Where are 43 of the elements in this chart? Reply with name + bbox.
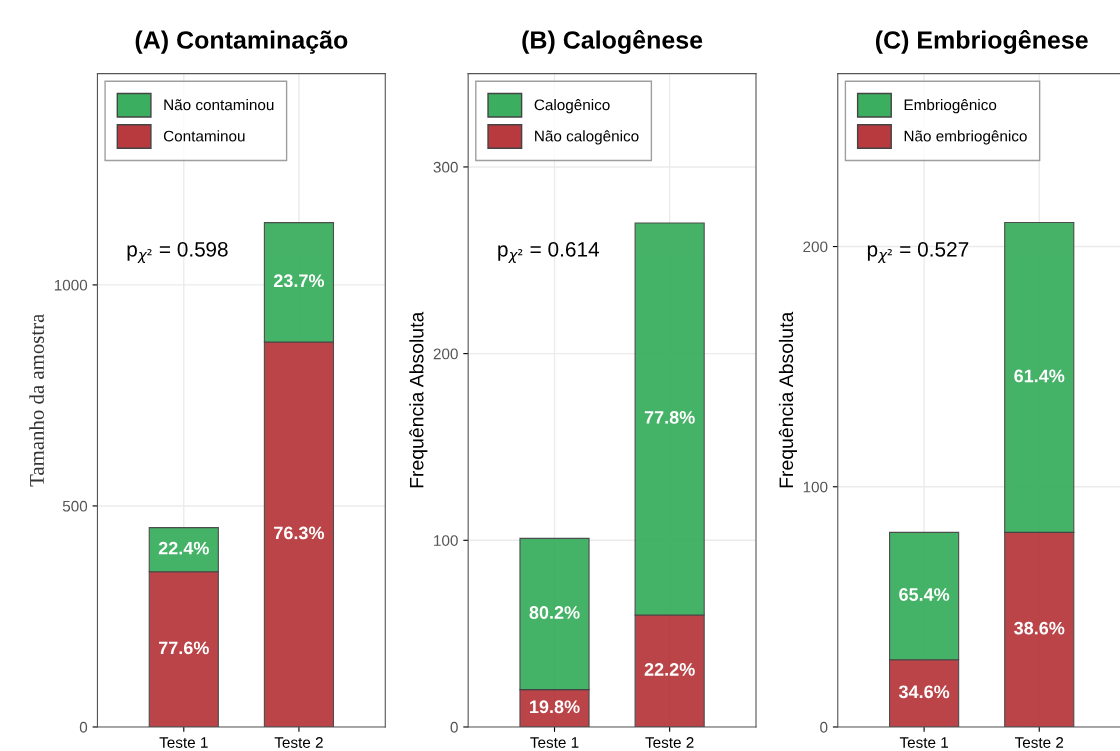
y-tick-label: 1000 xyxy=(54,279,88,291)
legend-label: Não contaminou xyxy=(164,99,274,111)
y-axis-title: Frequência Absoluta xyxy=(409,311,428,488)
legend-label: Embriogênico xyxy=(904,98,997,114)
annotation: 80.2% xyxy=(529,606,580,619)
y-tick-label: 300 xyxy=(433,161,458,173)
y-tick-label: 500 xyxy=(62,500,88,512)
annotation: 34.6% xyxy=(898,685,950,699)
y-tick-label: 200 xyxy=(433,348,458,360)
x-tick-label: Teste 2 xyxy=(1014,737,1064,748)
annotation: 61.4% xyxy=(1014,369,1065,383)
legend-label: Não calogênico xyxy=(535,130,639,145)
y-axis-title: Tamanho da amostra xyxy=(29,313,44,487)
y-axis-title: Frequência Absoluta xyxy=(778,311,797,488)
annotation: 38.6% xyxy=(1014,621,1065,635)
annotation: 76.3% xyxy=(274,526,325,540)
annotation: 77.8% xyxy=(644,411,695,424)
chart-title: (B) Calogênese xyxy=(522,29,703,54)
y-tick-label: 200 xyxy=(803,241,828,253)
legend-label: Contaminou xyxy=(163,130,245,142)
x-tick-label: Teste 1 xyxy=(159,737,208,748)
annotation: 22.2% xyxy=(644,663,695,676)
x-tick-label: Teste 2 xyxy=(645,737,694,748)
y-tick-label: 100 xyxy=(434,535,458,546)
annotation: 22.4% xyxy=(158,541,209,555)
annotation: 23.7% xyxy=(273,274,325,288)
annotation: 77.6% xyxy=(158,641,209,655)
annotation: p$_{χ²}$ = 0.598 xyxy=(127,241,228,263)
legend-label: Não embriogênico xyxy=(904,130,1027,145)
x-tick-label: Teste 2 xyxy=(274,737,323,748)
y-tick-label: 0 xyxy=(820,721,828,733)
y-tick-label: 0 xyxy=(450,721,458,733)
annotation: p$_{χ²}$ = 0.527 xyxy=(867,241,969,263)
y-tick-label: 100 xyxy=(803,481,828,493)
x-tick-label: Teste 1 xyxy=(530,737,579,748)
legend-label: Calogênico xyxy=(534,98,610,114)
x-tick-label: Teste 1 xyxy=(899,737,948,748)
annotation: p$_{χ²}$ = 0.614 xyxy=(498,241,600,263)
y-tick-label: 0 xyxy=(79,721,88,733)
annotation: 65.4% xyxy=(899,588,950,601)
annotation: 19.8% xyxy=(530,700,580,714)
chart-title: (A) Contaminação xyxy=(135,30,348,54)
chart-title: (C) Embriogênese xyxy=(875,29,1088,54)
